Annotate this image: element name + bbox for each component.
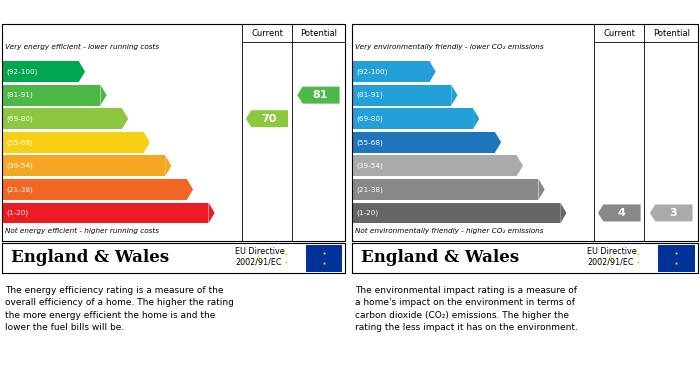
Bar bbox=[352, 108, 473, 129]
Bar bbox=[2, 132, 143, 152]
Text: (92-100): (92-100) bbox=[356, 68, 388, 75]
Polygon shape bbox=[495, 132, 501, 152]
Text: EU Directive
2002/91/EC: EU Directive 2002/91/EC bbox=[235, 247, 285, 266]
Text: Very environmentally friendly - lower CO₂ emissions: Very environmentally friendly - lower CO… bbox=[356, 43, 544, 50]
Polygon shape bbox=[122, 108, 128, 129]
Text: C: C bbox=[127, 112, 136, 125]
Text: A: A bbox=[84, 65, 94, 78]
Text: (81-91): (81-91) bbox=[6, 92, 33, 99]
Bar bbox=[2, 203, 209, 223]
Polygon shape bbox=[246, 110, 288, 127]
Text: The energy efficiency rating is a measure of the
overall efficiency of a home. T: The energy efficiency rating is a measur… bbox=[6, 286, 234, 332]
Polygon shape bbox=[452, 85, 458, 106]
Polygon shape bbox=[100, 85, 106, 106]
Polygon shape bbox=[209, 203, 215, 223]
Bar bbox=[352, 156, 517, 176]
Polygon shape bbox=[298, 87, 340, 104]
Bar bbox=[352, 179, 538, 200]
Bar bbox=[2, 179, 187, 200]
Text: Current: Current bbox=[251, 29, 283, 38]
Text: (39-54): (39-54) bbox=[356, 163, 383, 169]
Bar bbox=[2, 61, 79, 82]
Polygon shape bbox=[560, 203, 566, 223]
Text: (39-54): (39-54) bbox=[6, 163, 33, 169]
Text: Not environmentally friendly - higher CO₂ emissions: Not environmentally friendly - higher CO… bbox=[356, 228, 544, 234]
Text: Environmental Impact (CO₂) Rating: Environmental Impact (CO₂) Rating bbox=[359, 6, 592, 19]
Polygon shape bbox=[430, 61, 435, 82]
Text: E: E bbox=[522, 159, 531, 172]
Polygon shape bbox=[517, 156, 523, 176]
Text: C: C bbox=[479, 112, 488, 125]
Text: (55-68): (55-68) bbox=[356, 139, 383, 145]
Text: (55-68): (55-68) bbox=[6, 139, 33, 145]
Text: Not energy efficient - higher running costs: Not energy efficient - higher running co… bbox=[6, 228, 160, 234]
Polygon shape bbox=[79, 61, 85, 82]
Polygon shape bbox=[165, 156, 172, 176]
Text: (69-80): (69-80) bbox=[356, 115, 383, 122]
Text: (92-100): (92-100) bbox=[6, 68, 38, 75]
Bar bbox=[658, 244, 694, 271]
Text: D: D bbox=[500, 136, 510, 149]
Text: 4: 4 bbox=[617, 208, 625, 218]
Text: (1-20): (1-20) bbox=[356, 210, 378, 216]
Text: (1-20): (1-20) bbox=[6, 210, 28, 216]
Text: E: E bbox=[171, 159, 179, 172]
Text: (21-38): (21-38) bbox=[356, 186, 383, 193]
Bar bbox=[2, 156, 165, 176]
Text: G: G bbox=[214, 206, 224, 219]
Text: F: F bbox=[544, 183, 552, 196]
Text: 3: 3 bbox=[669, 208, 677, 218]
Text: G: G bbox=[566, 206, 576, 219]
Text: The environmental impact rating is a measure of
a home's impact on the environme: The environmental impact rating is a mea… bbox=[356, 286, 578, 332]
Polygon shape bbox=[538, 179, 545, 200]
Text: 81: 81 bbox=[313, 90, 328, 100]
Text: F: F bbox=[193, 183, 201, 196]
Text: England & Wales: England & Wales bbox=[10, 249, 169, 267]
Text: B: B bbox=[106, 89, 116, 102]
Text: A: A bbox=[435, 65, 444, 78]
Bar bbox=[352, 203, 560, 223]
Bar bbox=[352, 132, 495, 152]
Bar bbox=[2, 85, 100, 106]
Polygon shape bbox=[650, 204, 692, 221]
Text: Current: Current bbox=[603, 29, 635, 38]
Bar bbox=[352, 85, 452, 106]
Bar bbox=[2, 108, 122, 129]
Text: (69-80): (69-80) bbox=[6, 115, 33, 122]
Text: Potential: Potential bbox=[652, 29, 690, 38]
Text: (21-38): (21-38) bbox=[6, 186, 33, 193]
Text: EU Directive
2002/91/EC: EU Directive 2002/91/EC bbox=[587, 247, 637, 266]
Polygon shape bbox=[144, 132, 150, 152]
Polygon shape bbox=[473, 108, 480, 129]
Text: Very energy efficient - lower running costs: Very energy efficient - lower running co… bbox=[6, 43, 160, 50]
Polygon shape bbox=[598, 204, 640, 221]
Text: Energy Efficiency Rating: Energy Efficiency Rating bbox=[9, 6, 171, 19]
Text: Potential: Potential bbox=[300, 29, 337, 38]
Polygon shape bbox=[187, 179, 193, 200]
Text: D: D bbox=[149, 136, 160, 149]
Text: England & Wales: England & Wales bbox=[360, 249, 519, 267]
Text: (81-91): (81-91) bbox=[356, 92, 383, 99]
Bar bbox=[352, 61, 430, 82]
Bar bbox=[306, 244, 342, 271]
Text: B: B bbox=[457, 89, 466, 102]
Text: 70: 70 bbox=[261, 114, 277, 124]
